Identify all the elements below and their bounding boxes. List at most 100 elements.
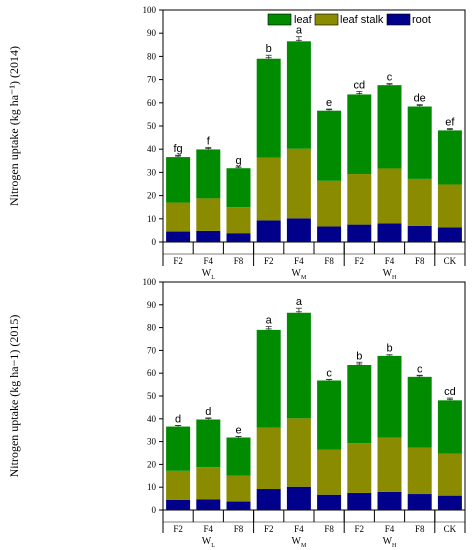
bar-leaf-stalk-9 [407, 178, 432, 226]
bar-root-3 [226, 233, 251, 242]
bar-leaf-9 [407, 106, 432, 179]
group-label-main: W [202, 536, 212, 547]
group-label-sub: L [211, 543, 215, 549]
bar-root-10 [437, 227, 462, 242]
x-tick-label: F4 [294, 256, 304, 266]
bar-leaf-1 [166, 157, 191, 203]
group-label-sub: H [392, 543, 397, 549]
x-tick-label: F8 [324, 256, 334, 266]
bar-leaf-stalk-5 [286, 148, 311, 219]
x-tick-label: F4 [385, 524, 395, 534]
group-label: WH [383, 536, 397, 549]
legend-swatch-leaf [267, 13, 292, 26]
significance-letter: c [417, 363, 423, 375]
bar-leaf-stalk-10 [437, 453, 462, 496]
y-tick-label: 10 [147, 482, 157, 492]
y-tick-label: 100 [143, 5, 157, 15]
x-tick-label: F2 [355, 524, 365, 534]
bar-leaf-7 [347, 364, 372, 444]
x-tick-label: F4 [204, 524, 214, 534]
bar-leaf-4 [256, 58, 281, 158]
group-label: WM [292, 536, 307, 549]
bar-leaf-6 [317, 380, 342, 450]
bar-root-5 [286, 218, 311, 242]
group-label: WL [202, 268, 215, 281]
significance-letter: de [414, 93, 426, 105]
y-tick-label: 90 [147, 28, 157, 38]
bar-leaf-4 [256, 329, 281, 428]
y-tick-label: 100 [143, 277, 157, 287]
group-label-main: W [292, 268, 302, 279]
x-tick-label: F4 [385, 256, 395, 266]
significance-letter: cd [444, 386, 456, 398]
y-tick-label: 70 [147, 345, 157, 355]
chart-2: Nitrogen uptake (kg ha−1) (2015) 0 10 20 30 4… [7, 277, 466, 549]
bar-leaf-stalk-8 [377, 437, 402, 492]
x-tick-label: F8 [324, 524, 334, 534]
bar-root-5 [286, 486, 311, 510]
y-tick-label: 60 [147, 98, 157, 108]
bar-leaf-10 [437, 400, 462, 454]
bar-leaf-3 [226, 437, 251, 476]
bar-root-9 [407, 225, 432, 242]
bar-leaf-9 [407, 376, 432, 448]
bar-root-2 [196, 499, 221, 510]
bar-leaf-1 [166, 426, 191, 471]
y-tick-label: 60 [147, 368, 157, 378]
bar-root-7 [347, 492, 372, 510]
bar-root-4 [256, 489, 281, 510]
bar-root-6 [317, 494, 342, 510]
legend-swatch-root [386, 13, 411, 26]
significance-letter: a [266, 314, 273, 326]
y-tick-label: 10 [147, 214, 157, 224]
bar-root-3 [226, 501, 251, 510]
bar-leaf-stalk-2 [196, 467, 221, 500]
significance-letter: c [387, 72, 393, 84]
x-tick-label: F4 [294, 524, 304, 534]
y-tick-label: 40 [147, 144, 157, 154]
bar-leaf-stalk-7 [347, 443, 372, 493]
x-tick-label: F8 [234, 256, 244, 266]
y-tick-label: 80 [147, 323, 157, 333]
bar-leaf-stalk-6 [317, 449, 342, 495]
group-label: WL [202, 536, 215, 549]
bar-leaf-stalk-6 [317, 180, 342, 227]
bar-leaf-stalk-3 [226, 207, 251, 234]
bar-leaf-stalk-9 [407, 447, 432, 495]
group-label: WM [292, 268, 307, 281]
x-tick-label: F8 [234, 524, 244, 534]
y-tick-label: 30 [147, 437, 157, 447]
significance-letter: e [326, 97, 332, 109]
bar-leaf-10 [437, 130, 462, 185]
y-tick-label: 70 [147, 75, 157, 85]
bar-leaf-stalk-3 [226, 475, 251, 502]
bar-root-10 [437, 495, 462, 510]
significance-letter: d [205, 406, 211, 418]
y-tick-label: 20 [147, 191, 157, 201]
y-tick-label: 0 [152, 237, 157, 247]
x-tick-label: F2 [264, 524, 274, 534]
y-axis-label: Nitrogen uptake (kg ha−1) (2015) [7, 315, 21, 478]
bar-root-1 [166, 499, 191, 510]
y-tick-label: 50 [147, 121, 157, 131]
bar-root-1 [166, 231, 191, 242]
x-tick-label: F4 [204, 256, 214, 266]
y-tick-label: 50 [147, 391, 157, 401]
y-tick-label: 80 [147, 51, 157, 61]
bar-root-6 [317, 226, 342, 242]
bar-leaf-stalk-4 [256, 427, 281, 490]
group-label-main: W [383, 536, 393, 547]
bar-leaf-8 [377, 355, 402, 438]
significance-letter: d [175, 413, 181, 425]
group-label-sub: H [392, 275, 397, 281]
bar-leaf-5 [286, 312, 311, 419]
group-label: WH [383, 268, 397, 281]
bar-root-9 [407, 494, 432, 510]
bar-leaf-8 [377, 85, 402, 169]
group-label-main: W [383, 268, 393, 279]
significance-letter: fg [174, 143, 183, 155]
significance-letter: b [386, 343, 392, 355]
group-label-sub: M [301, 275, 307, 281]
legend-label-root: root [412, 14, 431, 26]
bar-root-7 [347, 224, 372, 242]
